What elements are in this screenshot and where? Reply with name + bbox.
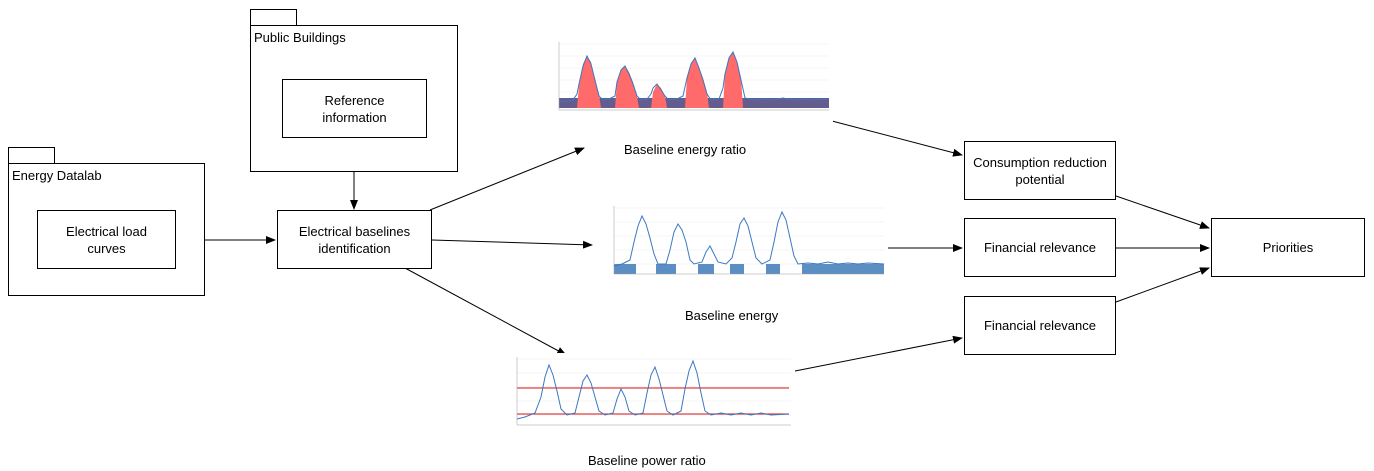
ratio-series-line [558, 50, 830, 103]
consumption-reduction-potential-label: Consumption reduction potential [973, 154, 1107, 187]
financial-relevance-box-2: Financial relevance [964, 296, 1116, 355]
electrical-load-curves-box: Electrical load curves [37, 210, 176, 269]
public-buildings-package-tab [250, 9, 297, 26]
ratio-fill-2 [615, 66, 639, 108]
energy-band-4 [730, 264, 744, 274]
edge-financial-2-to-priorities [1115, 267, 1210, 303]
electrical-baselines-identification-label: Electrical baselines identification [298, 223, 411, 256]
baseline-energy-caption: Baseline energy [685, 308, 779, 323]
energy-band-1 [614, 264, 636, 274]
baseline-energy-ratio-thumbnail [543, 38, 833, 134]
electrical-load-curves-label: Electrical load curves [66, 223, 147, 256]
energy-band-2 [656, 264, 676, 274]
ratio-fill-4 [685, 58, 709, 108]
power-series-line [516, 359, 790, 420]
priorities-label: Priorities [1262, 240, 1314, 255]
edge-power-ratio-to-financial-2 [789, 335, 963, 373]
priorities-box: Priorities [1211, 218, 1365, 277]
baseline-energy-ratio-caption: Baseline energy ratio [624, 142, 747, 157]
reference-information-box: Reference information [282, 79, 427, 138]
edge-baselines-to-energy-ratio [429, 147, 585, 211]
baseline-power-ratio-thumbnail [505, 353, 795, 449]
financial-relevance-label-2: Financial relevance [983, 318, 1096, 333]
energy-band-3 [698, 264, 714, 274]
edge-baselines-to-energy [431, 239, 593, 249]
baseline-power-ratio-caption: Baseline power ratio [588, 453, 706, 468]
consumption-reduction-potential-box: Consumption reduction potential [964, 141, 1116, 200]
financial-relevance-label-1: Financial relevance [983, 240, 1096, 255]
energy-series-line [613, 210, 885, 267]
energy-datalab-package-tab [8, 147, 55, 164]
energy-band-5 [766, 264, 780, 274]
reference-information-label: Reference information [322, 92, 387, 125]
baseline-energy-thumbnail [598, 202, 888, 298]
financial-relevance-box-1: Financial relevance [964, 218, 1116, 277]
edge-energy-ratio-to-consumption [831, 120, 963, 157]
ratio-fill-3 [651, 84, 667, 108]
energy-datalab-title: Energy Datalab [12, 168, 102, 183]
edge-baselines-to-power-ratio [404, 267, 567, 356]
electrical-baselines-identification-box: Electrical baselines identification [277, 210, 432, 269]
public-buildings-title: Public Buildings [254, 30, 346, 45]
ratio-fill-1 [577, 56, 601, 108]
edge-consumption-to-priorities [1115, 195, 1210, 229]
energy-band-6 [802, 264, 884, 274]
